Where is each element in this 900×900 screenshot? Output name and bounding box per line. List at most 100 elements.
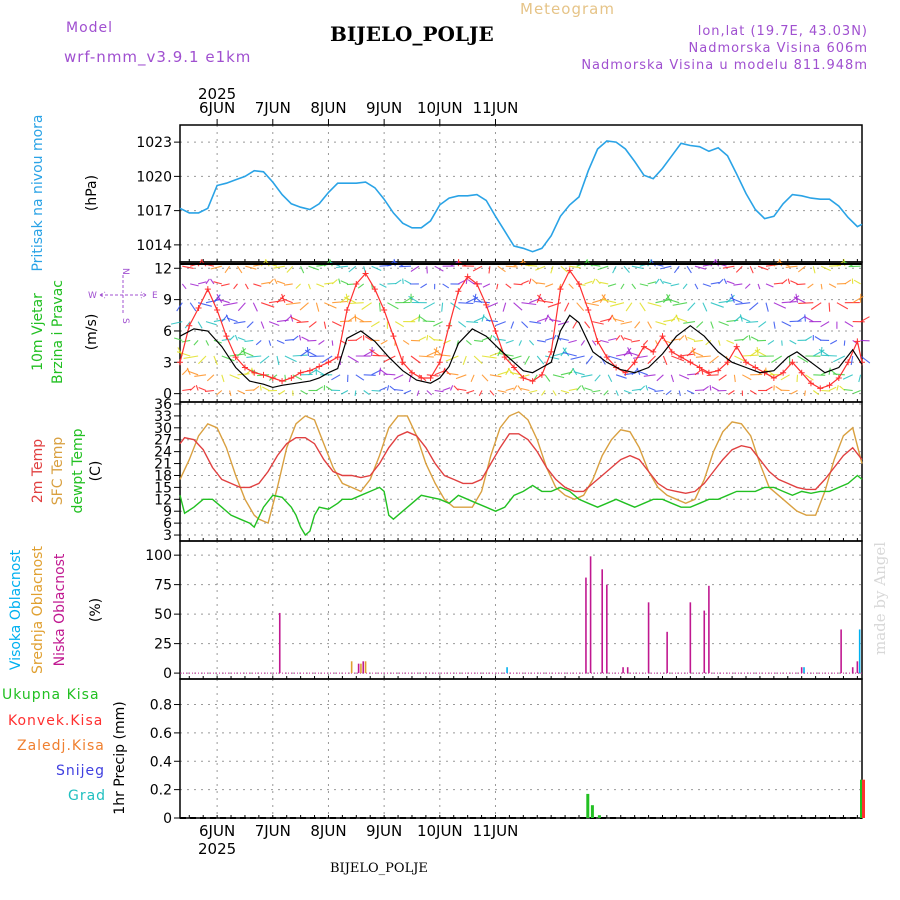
wind-arrow [836, 302, 849, 310]
wind-arrow [647, 321, 652, 329]
wind-arrow [365, 336, 372, 341]
wind-arrow [298, 334, 302, 341]
wind-arrow [634, 321, 641, 329]
wind-arrow [283, 283, 293, 286]
gust-marker [204, 286, 211, 293]
wind-arrow [450, 302, 461, 311]
wind-arrow [245, 389, 255, 392]
wind-arrow [547, 302, 562, 308]
wind-arrow [410, 316, 421, 323]
bottom-day-label: 6JUN [199, 822, 235, 840]
gust-marker [752, 364, 759, 371]
wind-arrow [709, 355, 719, 364]
gust-marker [743, 359, 750, 366]
wind-arrow [796, 283, 806, 286]
gust-marker [594, 338, 601, 345]
wind-arrow [525, 264, 538, 267]
wind-arrow [205, 321, 217, 326]
wind-arrow [599, 281, 609, 285]
wind-arrow [860, 316, 870, 323]
panel-frame [179, 124, 863, 263]
wind-arrow [316, 283, 325, 288]
wind-arrow [615, 374, 627, 379]
wind-arrow [408, 295, 420, 304]
wind-arrow [730, 293, 735, 303]
top-day-label: 6JUN [199, 99, 235, 117]
wind-arrow [497, 347, 503, 357]
wind-arrow [466, 389, 475, 394]
wind-arrow [666, 293, 672, 303]
gust-marker [186, 322, 193, 329]
wind-arrow [603, 390, 609, 396]
wind-arrow [237, 302, 246, 312]
wind-arrow [536, 293, 542, 303]
wind-arrow [608, 355, 622, 361]
wind-arrow [615, 352, 631, 357]
wind-arrow [833, 355, 846, 363]
gust-marker [817, 385, 824, 392]
gust-marker [325, 359, 332, 366]
wind-arrow [462, 355, 467, 365]
wind-arrow [449, 385, 454, 391]
wind-arrow [423, 302, 435, 310]
gust-marker [529, 378, 536, 385]
wind-arrow [560, 347, 567, 357]
wind-arrow [181, 283, 187, 290]
wind-arrow [338, 278, 341, 285]
wind-arrow [591, 340, 597, 346]
wind-arrow [520, 258, 524, 267]
wind-arrow [387, 302, 399, 310]
gust-marker [223, 333, 230, 340]
wind-arrow [404, 279, 412, 285]
wind-arrow [505, 387, 514, 392]
wind-arrow [324, 282, 334, 285]
wind-arrow [363, 390, 370, 396]
wind-arrow [348, 302, 364, 305]
wind-arrow [482, 283, 491, 288]
wind-arrow [285, 302, 301, 306]
wind-arrow [830, 339, 838, 345]
wind-arrow [473, 355, 483, 365]
wind-arrow [562, 347, 570, 357]
wind-arrow [340, 280, 349, 285]
wind-arrow [518, 374, 530, 379]
wind-arrow [441, 302, 444, 312]
wind-arrow [562, 351, 577, 357]
wind-arrow [672, 302, 688, 306]
gust-marker [279, 378, 286, 385]
wind-arrow [710, 321, 714, 329]
wind-arrow [176, 302, 183, 312]
wind-arrow [726, 339, 735, 345]
wind-arrow [290, 316, 301, 323]
wind-arrow [660, 265, 672, 270]
gust-marker [835, 374, 842, 381]
wind-arrow [497, 265, 506, 273]
wind-arrow [746, 321, 759, 324]
panel-1: 1014 1017 1020 1023 [136, 124, 863, 263]
wind-arrow [383, 373, 396, 376]
cloud-low-axis-title: Niska Oblacnost [52, 553, 68, 666]
wind-arrows [170, 258, 871, 397]
wind-arrow [818, 348, 830, 357]
wind-arrow [789, 320, 802, 323]
wind-arrow [210, 265, 222, 270]
gust-marker [288, 374, 295, 381]
wind-arrow [458, 279, 466, 285]
bottom-day-label: 9JUN [366, 822, 402, 840]
wind-arrow [584, 280, 593, 285]
wind-arrow [820, 321, 830, 328]
wind-arrow [781, 301, 797, 304]
wind-arrow [765, 369, 775, 376]
wind-arrow [564, 302, 570, 312]
y-tick-label: 3 [163, 355, 172, 371]
wind-arrow [355, 335, 363, 341]
wind-arrow [213, 281, 222, 285]
wind-arrow [820, 283, 823, 290]
gust-marker [538, 371, 545, 378]
wind-arrow [705, 339, 712, 346]
y-tick-label: 12 [154, 261, 172, 277]
wind-arrow [610, 302, 625, 307]
wind-arrow [829, 264, 842, 267]
gust-marker [724, 359, 731, 366]
wind-arrow [599, 294, 606, 303]
